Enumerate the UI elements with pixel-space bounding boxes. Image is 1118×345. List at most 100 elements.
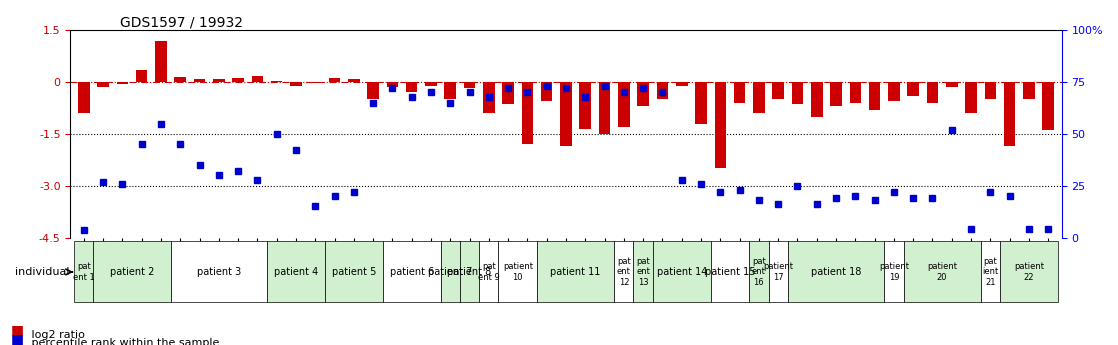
FancyBboxPatch shape <box>749 241 768 303</box>
FancyBboxPatch shape <box>94 241 171 303</box>
Bar <box>831 82 842 106</box>
FancyBboxPatch shape <box>614 241 634 303</box>
Text: patient 5: patient 5 <box>332 267 376 277</box>
Bar <box>522 82 533 144</box>
Bar <box>310 82 321 83</box>
Text: log2 ratio: log2 ratio <box>28 330 85 339</box>
Text: patient 4: patient 4 <box>274 267 319 277</box>
FancyBboxPatch shape <box>499 241 537 303</box>
Text: GDS1597 / 19932: GDS1597 / 19932 <box>120 15 243 29</box>
Text: pat
ent
13: pat ent 13 <box>636 257 650 287</box>
Text: patient
10: patient 10 <box>503 262 533 282</box>
FancyBboxPatch shape <box>480 241 499 303</box>
Bar <box>329 78 340 82</box>
FancyBboxPatch shape <box>980 241 999 303</box>
Bar <box>214 79 225 82</box>
Text: pat
ent
12: pat ent 12 <box>617 257 631 287</box>
Bar <box>908 82 919 96</box>
FancyBboxPatch shape <box>788 241 884 303</box>
Bar <box>1004 82 1015 146</box>
FancyBboxPatch shape <box>999 241 1058 303</box>
Bar <box>579 82 591 129</box>
Text: pat
ent 9: pat ent 9 <box>479 262 500 282</box>
Text: patient 7: patient 7 <box>428 267 473 277</box>
Bar <box>869 82 880 110</box>
FancyBboxPatch shape <box>171 241 267 303</box>
FancyBboxPatch shape <box>653 241 711 303</box>
Bar <box>618 82 629 127</box>
FancyBboxPatch shape <box>537 241 614 303</box>
Text: pat
ient
21: pat ient 21 <box>983 257 998 287</box>
FancyBboxPatch shape <box>884 241 903 303</box>
Text: patient
19: patient 19 <box>879 262 909 282</box>
Text: patient 14: patient 14 <box>656 267 707 277</box>
Bar <box>985 82 996 99</box>
FancyBboxPatch shape <box>325 241 382 303</box>
Bar <box>291 82 302 86</box>
Bar <box>78 82 89 113</box>
Text: pat
ent 1: pat ent 1 <box>73 262 95 282</box>
Bar <box>387 82 398 87</box>
Bar <box>1042 82 1054 130</box>
Bar <box>97 82 108 87</box>
Bar <box>695 82 707 124</box>
Bar <box>1023 82 1034 99</box>
Bar <box>714 82 726 168</box>
FancyBboxPatch shape <box>634 241 653 303</box>
Text: individual: individual <box>15 267 69 277</box>
Bar <box>348 79 360 82</box>
Bar <box>502 82 514 105</box>
FancyBboxPatch shape <box>74 241 94 303</box>
FancyBboxPatch shape <box>903 241 980 303</box>
FancyBboxPatch shape <box>440 241 459 303</box>
Bar <box>464 82 475 88</box>
Text: ■: ■ <box>11 332 25 345</box>
Bar <box>733 82 746 103</box>
Bar <box>676 82 688 86</box>
Bar <box>406 82 417 92</box>
Bar <box>888 82 900 101</box>
Bar <box>136 70 148 82</box>
Bar <box>560 82 571 146</box>
Bar <box>174 77 186 82</box>
Bar <box>637 82 648 106</box>
Bar <box>773 82 784 99</box>
Text: patient 6: patient 6 <box>389 267 434 277</box>
Text: patient
22: patient 22 <box>1014 262 1044 282</box>
Bar <box>850 82 861 103</box>
Text: patient 8: patient 8 <box>447 267 492 277</box>
FancyBboxPatch shape <box>768 241 788 303</box>
Text: patient 3: patient 3 <box>197 267 241 277</box>
Text: patient
20: patient 20 <box>927 262 957 282</box>
Bar <box>927 82 938 103</box>
Bar <box>116 82 129 84</box>
Text: percentile rank within the sample: percentile rank within the sample <box>28 338 219 345</box>
Text: patient 18: patient 18 <box>811 267 861 277</box>
Bar <box>252 76 263 82</box>
Bar <box>599 82 610 134</box>
Bar <box>541 82 552 101</box>
Bar <box>946 82 957 87</box>
Text: patient 15: patient 15 <box>704 267 755 277</box>
Bar <box>271 81 283 82</box>
Bar <box>155 40 167 82</box>
Bar <box>425 82 437 86</box>
Text: ■: ■ <box>11 324 25 338</box>
Bar <box>792 82 803 105</box>
Bar <box>233 78 244 82</box>
FancyBboxPatch shape <box>459 241 480 303</box>
Bar <box>811 82 823 117</box>
Text: patient 11: patient 11 <box>550 267 600 277</box>
FancyBboxPatch shape <box>711 241 749 303</box>
FancyBboxPatch shape <box>382 241 440 303</box>
Bar <box>193 79 206 82</box>
Text: pat
ent
16: pat ent 16 <box>752 257 766 287</box>
Bar <box>656 82 669 99</box>
Bar <box>754 82 765 113</box>
Text: patient
17: patient 17 <box>764 262 793 282</box>
Bar <box>965 82 977 113</box>
FancyBboxPatch shape <box>267 241 325 303</box>
Bar <box>445 82 456 99</box>
Text: patient 2: patient 2 <box>110 267 154 277</box>
Bar <box>368 82 379 99</box>
